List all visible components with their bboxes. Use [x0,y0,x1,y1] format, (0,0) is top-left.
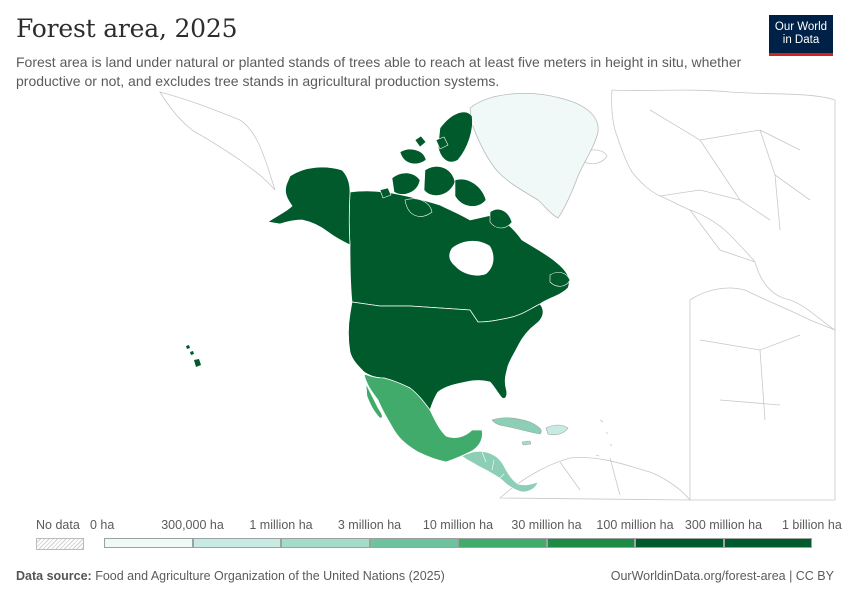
country-alaska[interactable] [267,166,351,246]
legend: No data 0 ha 300,000 ha 1 million ha 3 mill… [0,512,850,552]
legend-bin-swatch[interactable] [281,538,370,548]
legend-bin-swatch[interactable] [192,538,281,548]
hudson-bay [449,240,494,276]
country-cuba[interactable] [491,417,542,435]
canada-arctic-islands [379,111,571,287]
country-central-america[interactable] [461,450,539,493]
legend-bin-label: 100 million ha [596,518,674,532]
source-url[interactable]: OurWorldinData.org/forest-area | CC BY [610,569,834,583]
legend-no-data-label: No data [36,518,80,532]
data-source-text: Food and Agriculture Organization of the… [95,569,445,583]
state-hawaii [186,345,201,367]
legend-no-data-swatch[interactable] [36,538,84,550]
legend-bin-swatch[interactable] [458,538,547,548]
legend-bin-label: 300 million ha [684,518,763,532]
country-greenland[interactable] [469,93,599,219]
legend-bin-swatch[interactable] [104,538,193,548]
country-jamaica [521,440,532,446]
chart-subtitle: Forest area is land under natural or pla… [16,54,742,89]
iceland-outline [584,149,608,165]
legend-bin-swatch[interactable] [635,538,724,548]
logo-line-1: Our World [774,21,828,33]
legend-bin-label: 10 million ha [422,518,494,532]
country-mexico[interactable] [363,373,483,463]
legend-bin-swatch[interactable] [723,538,812,548]
legend-bin-label: 3 million ha [337,518,402,532]
data-source: Data source: Food and Agriculture Organi… [16,569,445,583]
chart-title: Forest area, 2025 [16,14,238,43]
legend-bin-label: 300,000 ha [161,518,224,532]
south-america-outline [498,457,691,501]
legend-bin-swatch[interactable] [369,538,458,548]
legend-bin-swatch[interactable] [546,538,635,548]
background-borders [159,89,836,501]
legend-bin-label: 30 million ha [511,518,582,532]
russia-outline [159,91,276,191]
north-africa-outline [689,287,836,501]
legend-bin-label: 1 million ha [249,518,313,532]
legend-bin-label: 0 ha [90,518,115,532]
europe-outline [611,89,836,331]
owid-logo[interactable]: Our World in Data [769,15,833,56]
data-source-label: Data source: [16,569,92,583]
legend-bin-label: 1 billion ha [782,518,842,532]
country-hispaniola[interactable] [545,424,569,436]
baja-california [365,383,383,419]
logo-line-2: in Data [782,34,820,46]
choropleth-map[interactable] [0,86,850,506]
